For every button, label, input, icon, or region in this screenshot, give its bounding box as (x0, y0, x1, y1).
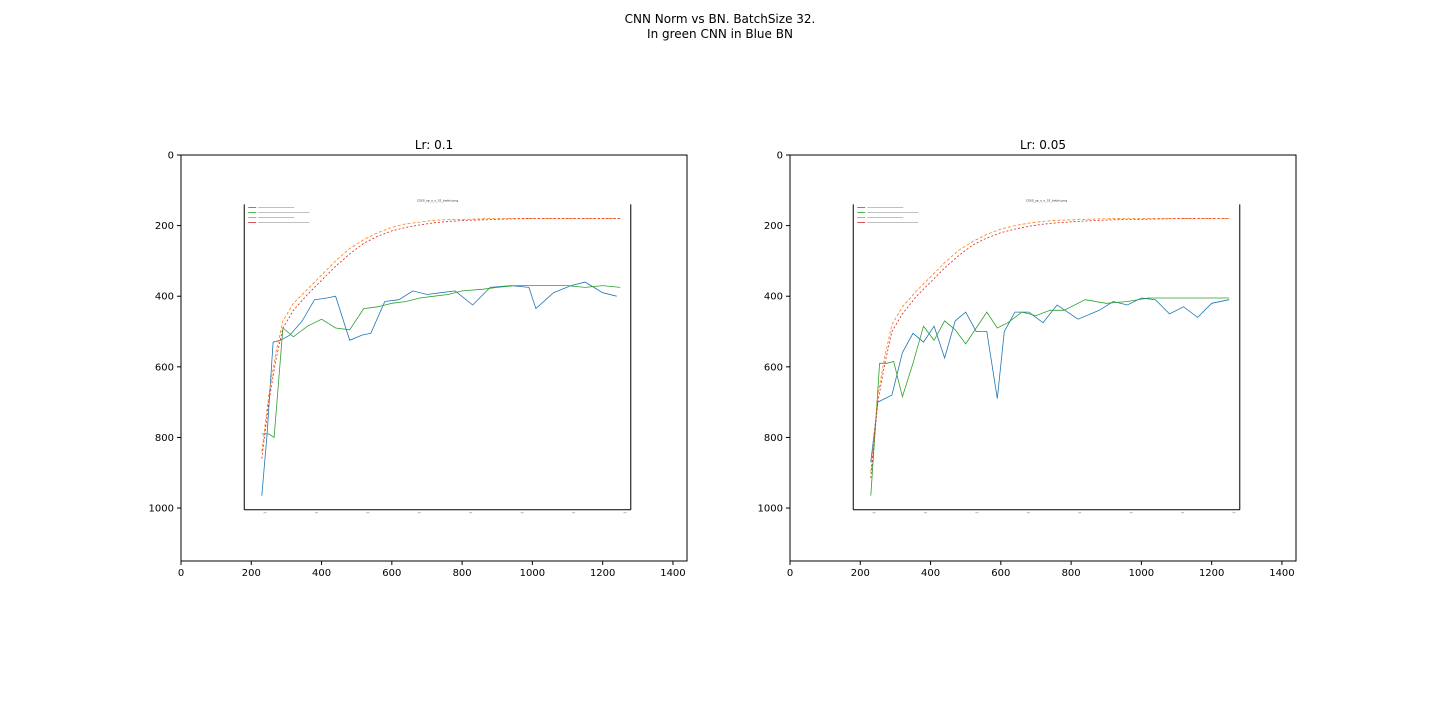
x-tick-label: 1000 (520, 568, 545, 579)
x-tick-label: 1400 (660, 568, 685, 579)
figure-title-line-1: CNN Norm vs BN. BatchSize 32. (624, 12, 816, 26)
inner-series-line-4 (261, 218, 621, 459)
figure-title: CNN Norm vs BN. BatchSize 32. In green C… (0, 12, 1440, 42)
panel-2: CSSS_sp_s_o_32_batch.png Lr: 0.05 0 200 400 6… (758, 138, 1297, 579)
inner-series-line-2 (870, 297, 1230, 496)
inner-plot-title: CSSS_sp_s_o_32_batch.png (1026, 198, 1067, 202)
inner-series-line-3 (261, 218, 621, 452)
y-tick-label: 400 (155, 292, 174, 303)
x-tick-label: 600 (382, 568, 401, 579)
inner-series-line-4 (870, 218, 1230, 479)
panel-title: Lr: 0.05 (1020, 138, 1066, 152)
x-tick-label: 800 (453, 568, 472, 579)
x-tick-label: 0 (178, 568, 184, 579)
inner-series-line-3 (870, 218, 1230, 473)
y-tick-label: 1000 (758, 504, 783, 515)
y-tick-label: 200 (155, 221, 174, 232)
axes-frame (180, 154, 688, 562)
panel-1: CSSS_sp_s_o_32_batch.png Lr: 0.1 0 200 400 60… (149, 138, 688, 579)
x-tick-label: 1000 (1129, 568, 1154, 579)
embedded-plot-image: CSSS_sp_s_o_32_batch.png (852, 198, 1241, 514)
embedded-plot-image: CSSS_sp_s_o_32_batch.png (243, 198, 632, 514)
inner-plot-title: CSSS_sp_s_o_32_batch.png (417, 198, 458, 202)
x-tick-label: 1200 (1199, 568, 1224, 579)
y-tick-label: 0 (777, 151, 783, 162)
x-tick-label: 400 (312, 568, 331, 579)
y-tick-label: 600 (764, 362, 783, 373)
inner-series-line-2 (261, 285, 621, 439)
y-tick-label: 1000 (149, 504, 174, 515)
x-tick-label: 200 (851, 568, 870, 579)
x-tick-label: 1200 (590, 568, 615, 579)
x-tick-label: 200 (242, 568, 261, 579)
y-tick-label: 600 (155, 362, 174, 373)
x-tick-label: 1400 (1269, 568, 1294, 579)
y-tick-label: 0 (168, 151, 174, 162)
x-tick-label: 400 (921, 568, 940, 579)
x-tick-label: 600 (991, 568, 1010, 579)
figure-title-line-2: In green CNN in Blue BN (647, 27, 793, 41)
x-tick-label: 800 (1062, 568, 1081, 579)
panel-title: Lr: 0.1 (415, 138, 453, 152)
inner-series-line-1 (261, 281, 617, 496)
inner-series-line-1 (870, 297, 1230, 463)
y-tick-label: 400 (764, 292, 783, 303)
y-tick-label: 800 (764, 433, 783, 444)
x-tick-label: 0 (787, 568, 793, 579)
axes-frame (789, 154, 1297, 562)
y-tick-label: 800 (155, 433, 174, 444)
y-tick-label: 200 (764, 221, 783, 232)
